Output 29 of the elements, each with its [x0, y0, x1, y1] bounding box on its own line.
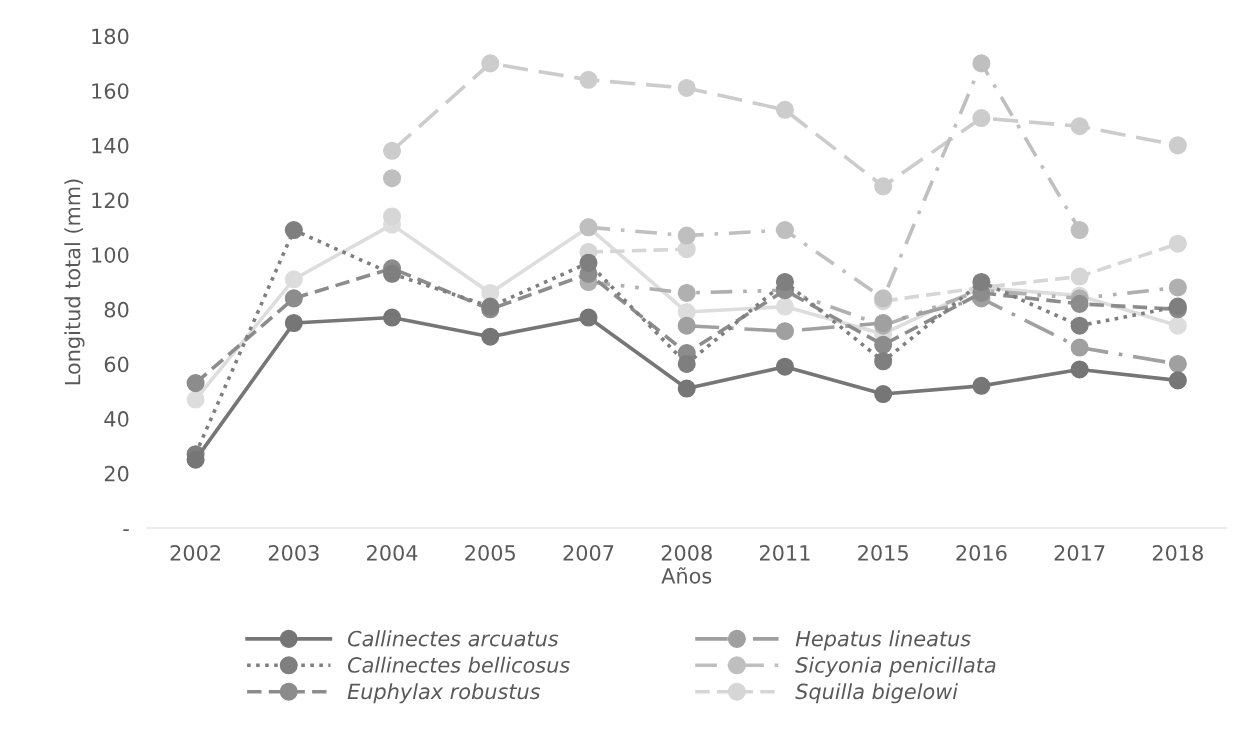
x-tick-label: 2016 — [956, 544, 1007, 561]
y-tick-label: 60 — [104, 356, 129, 373]
legend-label: Callinectes arcuatus — [347, 630, 559, 647]
x-tick-label: 2011 — [759, 544, 810, 561]
y-tick-label: 140 — [92, 137, 129, 154]
y-tick-label: 120 — [92, 192, 129, 209]
legend-label: Hepatus lineatus — [795, 630, 971, 651]
x-tick-label: 2015 — [858, 544, 908, 561]
legend-label: Euphylax robustus — [347, 683, 541, 704]
legend-label: Callinectes bellicosus — [347, 656, 570, 673]
x-tick-label: 2002 — [170, 544, 221, 561]
x-tick-label: 2005 — [465, 544, 515, 561]
y-tick-label: 100 — [92, 247, 129, 263]
x-tick-label: 2017 — [1054, 544, 1105, 561]
y-tick-label: 40 — [104, 411, 129, 427]
y-tick-label: 80 — [104, 301, 129, 318]
legend-label: Squilla bigelowi — [795, 683, 958, 704]
x-axis-title: Años — [661, 567, 712, 584]
y-tick-label: - — [123, 529, 129, 531]
x-tick-label: 2004 — [367, 544, 418, 561]
y-tick-label: 160 — [92, 83, 129, 99]
x-tick-label: 2007 — [563, 544, 614, 561]
legend-label: Sicyonia penicillata — [795, 656, 996, 677]
x-tick-label: 2018 — [1152, 544, 1203, 561]
y-tick-label: 20 — [104, 465, 129, 482]
x-tick-label: 2003 — [268, 544, 319, 561]
y-axis-title: Longitud total (mm) — [64, 179, 85, 385]
y-tick-label: 180 — [92, 28, 129, 45]
x-tick-label: 2008 — [661, 544, 712, 561]
